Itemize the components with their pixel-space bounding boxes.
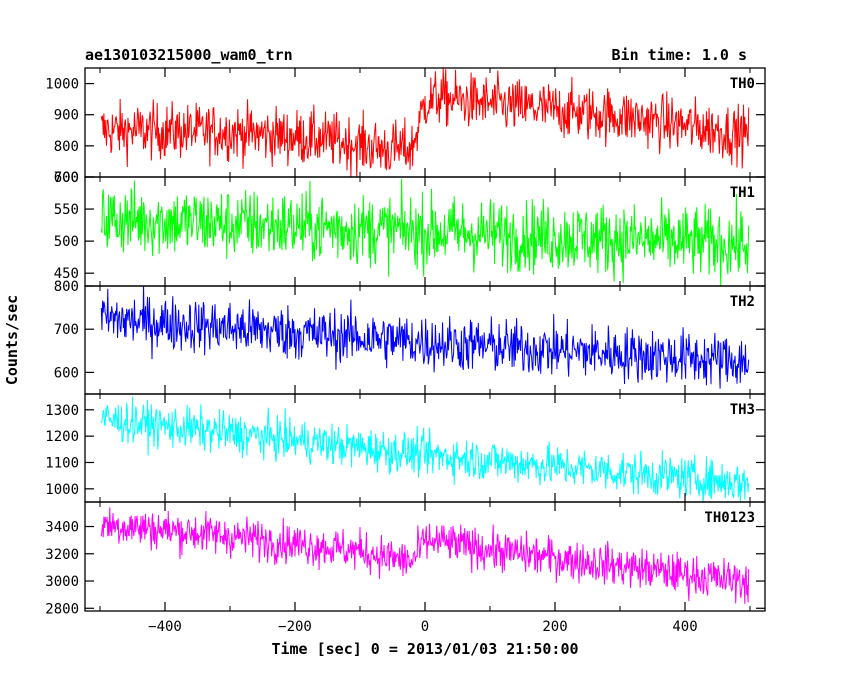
- y-tick-label: 3400: [45, 520, 79, 536]
- panel-th1: 450 500 550 600 TH1: [54, 170, 766, 287]
- panel-th2: 600 700 800 TH2: [54, 279, 766, 395]
- y-tick-label: 1100: [45, 455, 79, 471]
- chart-title-right: Bin time: 1.0 s: [612, 46, 747, 64]
- y-tick-label: 1200: [45, 429, 79, 445]
- y-tick-label: 900: [54, 108, 79, 124]
- y-tick-label: 2800: [45, 601, 79, 617]
- series-line-th1: [100, 178, 750, 286]
- y-tick-label: 1000: [45, 482, 79, 498]
- panel-th0123: 2800 3000 3200 3400 TH0123: [45, 501, 766, 617]
- series-line-th2: [100, 286, 750, 389]
- y-tick-label: 700: [54, 170, 79, 186]
- panel-label-th2: TH2: [730, 294, 755, 310]
- y-tick-label: 600: [54, 170, 79, 186]
- y-tick-label: 1300: [45, 403, 79, 419]
- y-tick-label: 450: [54, 266, 79, 282]
- x-tick-label: 200: [542, 619, 567, 635]
- x-axis-label: Time [sec] 0 = 2013/01/03 21:50:00: [271, 640, 578, 658]
- y-tick-label: 550: [54, 202, 79, 218]
- panel-label-th0123: TH0123: [704, 510, 755, 526]
- series-line-th3: [100, 396, 750, 502]
- y-tick-label: 700: [54, 322, 79, 338]
- y-tick-label: 800: [54, 279, 79, 295]
- y-tick-label: 3200: [45, 547, 79, 563]
- panel-th3: 1000 1100 1200 1300 TH3: [45, 393, 766, 503]
- y-tick-label: 3000: [45, 574, 79, 590]
- panel-label-th0: TH0: [730, 76, 755, 92]
- series-line-th0123: [100, 507, 750, 604]
- y-axis-label: Counts/sec: [3, 295, 21, 385]
- panel-frame: [84, 501, 766, 612]
- chart-title-left: ae130103215000_wam0_trn: [85, 46, 293, 64]
- y-tick-label: 1000: [45, 77, 79, 93]
- x-tick-label: −400: [148, 619, 182, 635]
- x-tick-label: 400: [672, 619, 697, 635]
- series-line-th0: [100, 68, 750, 177]
- panel-label-th1: TH1: [730, 185, 755, 201]
- x-tick-label: −200: [278, 619, 312, 635]
- x-axis: −400 −200 0 200 400: [148, 619, 698, 635]
- x-tick-label: 0: [421, 619, 429, 635]
- y-tick-label: 500: [54, 234, 79, 250]
- y-tick-label: 800: [54, 139, 79, 155]
- y-tick-label: 600: [54, 365, 79, 381]
- panel-label-th3: TH3: [730, 402, 755, 418]
- panel-th0: 700 800 900 1000 TH0: [45, 67, 766, 186]
